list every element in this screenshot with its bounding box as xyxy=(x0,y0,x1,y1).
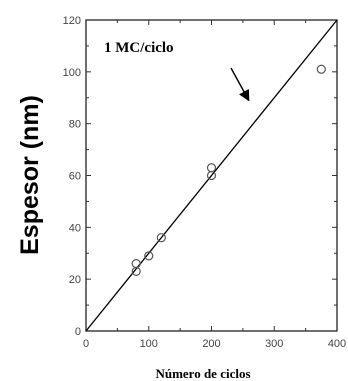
fit-line xyxy=(85,19,338,332)
y-tick-label: 0 xyxy=(75,326,81,338)
fit-line-layer xyxy=(85,19,338,332)
x-tick-label: 400 xyxy=(328,338,346,350)
y-tick-label: 60 xyxy=(69,171,81,183)
x-axis-ticks: 0 100 200 300 400 xyxy=(83,20,346,350)
x-tick-label: 200 xyxy=(202,338,220,350)
data-point xyxy=(156,233,166,243)
data-points xyxy=(131,64,326,276)
y-tick-label: 40 xyxy=(69,222,81,234)
annotation-label: 1 MC/ciclo xyxy=(104,40,174,56)
data-point xyxy=(131,259,141,269)
annotation-arrow xyxy=(230,67,250,102)
x-tick-label: 0 xyxy=(83,338,89,350)
data-point xyxy=(316,64,326,74)
y-tick-label: 120 xyxy=(63,15,81,27)
y-tick-label: 80 xyxy=(69,119,81,131)
x-axis-label: Número de ciclos xyxy=(155,366,250,381)
x-tick-label: 100 xyxy=(140,338,158,350)
y-axis-ticks: 0 20 40 60 80 100 120 xyxy=(63,15,337,338)
y-axis-label: Espesor (nm) xyxy=(16,95,44,255)
y-tick-label: 100 xyxy=(63,67,81,79)
x-tick-label: 300 xyxy=(265,338,283,350)
data-point xyxy=(144,251,154,261)
data-point xyxy=(206,163,217,173)
y-tick-label: 20 xyxy=(69,274,81,286)
